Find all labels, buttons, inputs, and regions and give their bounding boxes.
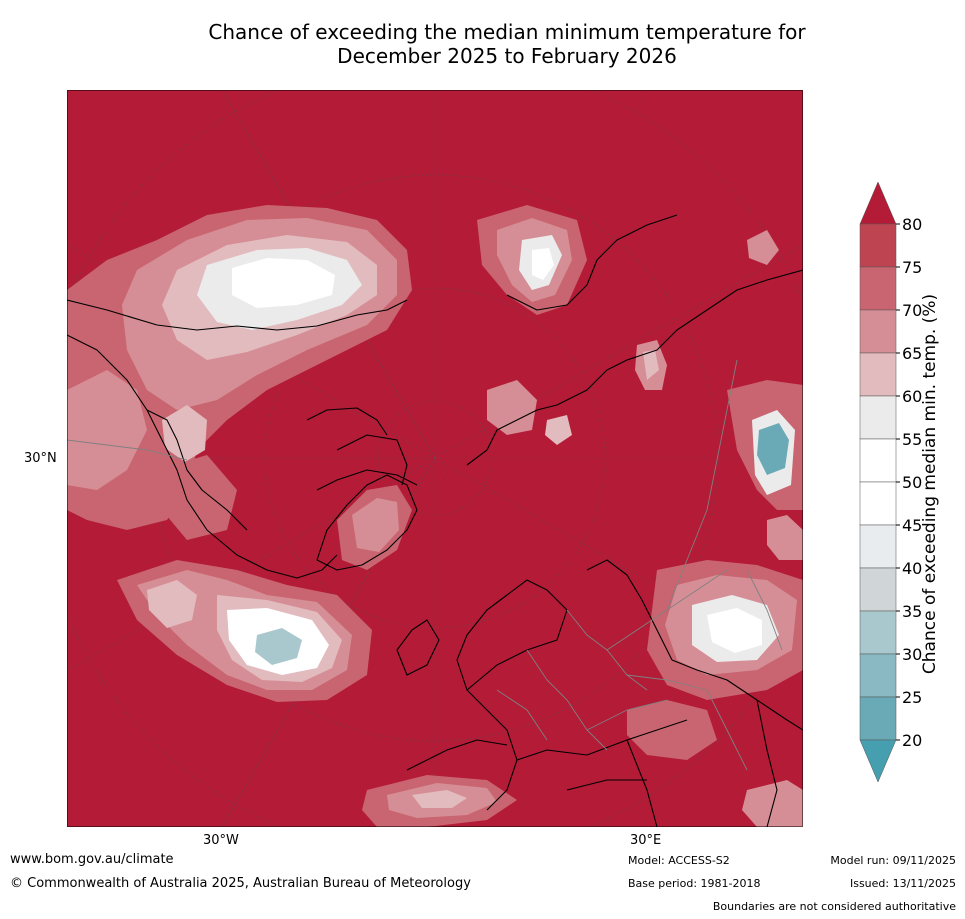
colorbar-band — [859, 223, 897, 268]
colorbar-band — [859, 352, 897, 397]
footer-url[interactable]: www.bom.gov.au/climate — [10, 852, 174, 867]
colorbar-arrow-top — [859, 181, 897, 225]
asia-anomaly-region — [635, 230, 803, 510]
colorbar-band — [859, 266, 897, 311]
colorbar-tick-label: 35 — [902, 602, 922, 621]
colorbar-tick-label: 45 — [902, 516, 922, 535]
map-title: Chance of exceeding the median minimum t… — [67, 20, 947, 68]
africa-anomaly-region — [362, 775, 803, 827]
colorbar-band — [859, 524, 897, 569]
colorbar-band — [859, 696, 897, 741]
colorbar-tick-label: 20 — [902, 731, 922, 750]
colorbar-band — [859, 481, 897, 526]
lat-label-30n: 30°N — [24, 451, 57, 466]
colorbar-arrow-bottom — [859, 739, 897, 783]
map-title-line1: Chance of exceeding the median minimum t… — [208, 20, 806, 44]
colorbar-tick-label: 25 — [902, 688, 922, 707]
colorbar-bands — [859, 181, 897, 783]
colorbar-band — [859, 309, 897, 354]
colorbar-tick-label: 75 — [902, 258, 922, 277]
colorbar-band — [859, 395, 897, 440]
colorbar-tick-label: 30 — [902, 645, 922, 664]
colorbar-band — [859, 653, 897, 698]
colorbar-band — [859, 567, 897, 612]
colorbar-band — [859, 438, 897, 483]
himalaya-anomaly-region — [647, 515, 803, 700]
colorbar-tick-label: 80 — [902, 215, 922, 234]
colorbar-tick-label: 50 — [902, 473, 922, 492]
europe-anomaly-region — [487, 380, 717, 760]
colorbar-tick-label: 55 — [902, 430, 922, 449]
footer-disclaimer: Boundaries are not considered authoritat… — [712, 900, 956, 913]
probability-map — [67, 90, 803, 827]
colorbar-tick-label: 60 — [902, 387, 922, 406]
colorbar-band — [859, 610, 897, 655]
atlantic-anomaly-region — [117, 560, 372, 702]
colorbar-tick-label: 40 — [902, 559, 922, 578]
colorbar-tick-label: 65 — [902, 344, 922, 363]
colorbar: 80 75 70 65 60 55 50 45 40 35 30 25 20 — [859, 181, 922, 783]
colorbar-tick-label: 70 — [902, 301, 922, 320]
footer-base-period: Base period: 1981-2018 — [628, 877, 761, 890]
lon-label-30e: 30°E — [630, 833, 662, 848]
map-title-line2: December 2025 to February 2026 — [337, 44, 677, 68]
colorbar-label: Chance of exceeding median min. temp. (%… — [920, 293, 940, 675]
coastlines — [67, 214, 803, 827]
colorbar-ticks: 80 75 70 65 60 55 50 45 40 35 30 25 20 — [896, 215, 922, 750]
footer-model: Model: ACCESS-S2 — [628, 854, 730, 867]
footer-copyright: © Commonwealth of Australia 2025, Austra… — [10, 876, 471, 891]
kamchatka-anomaly-region — [477, 205, 587, 315]
country-borders — [67, 359, 783, 771]
pacific-anomaly-region — [67, 205, 412, 540]
lon-label-30w: 30°W — [203, 833, 239, 848]
footer-issued: Issued: 13/11/2025 — [849, 877, 956, 890]
greenland-anomaly-region — [337, 485, 412, 570]
footer-model-run: Model run: 09/11/2025 — [830, 854, 956, 867]
